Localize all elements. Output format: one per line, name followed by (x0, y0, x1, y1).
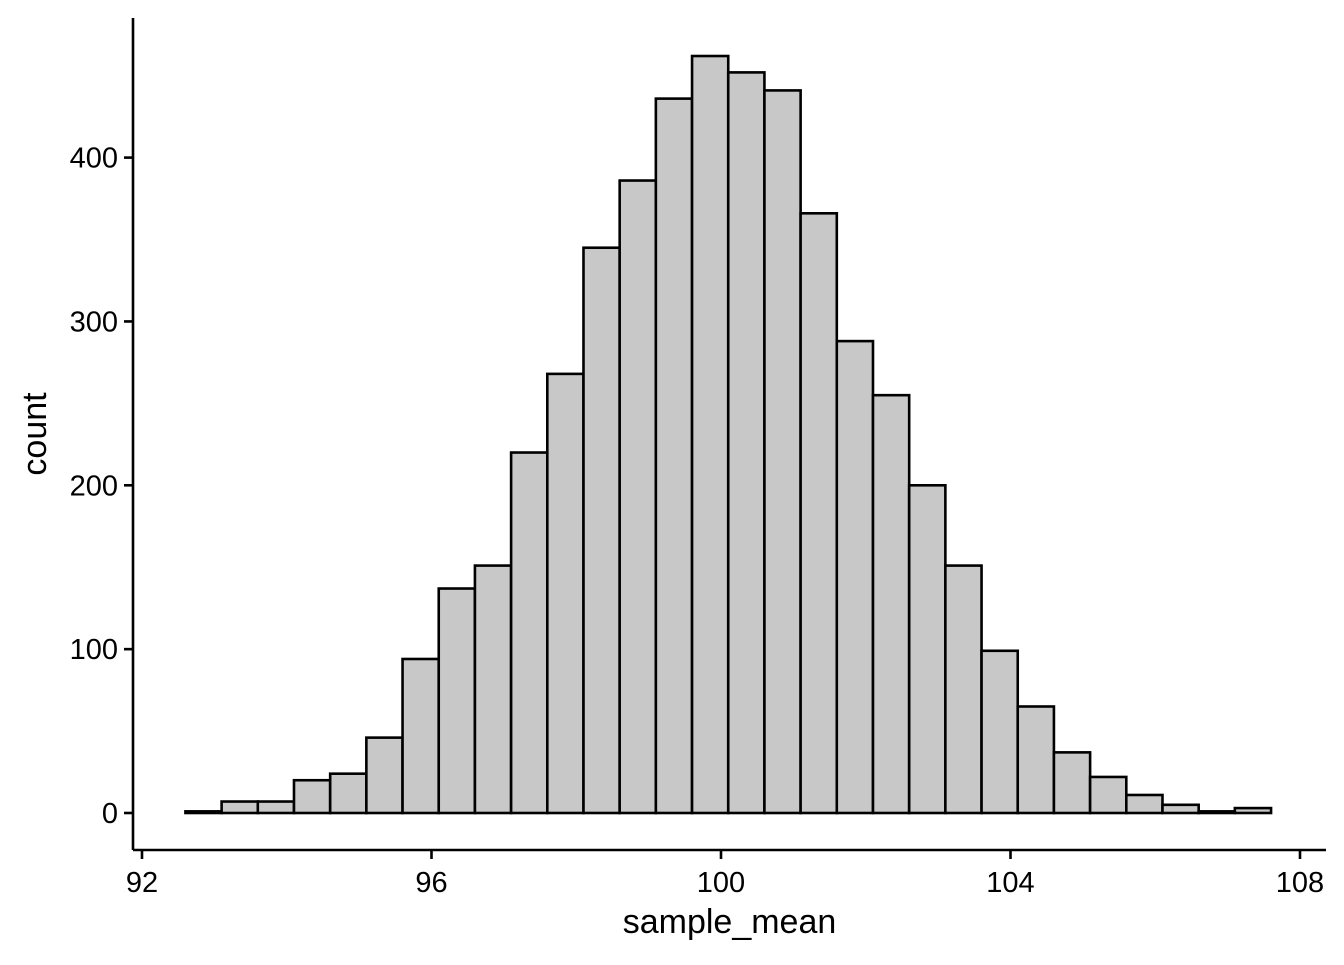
histogram-bar-9 (509, 451, 549, 815)
histogram-bar-27 (1161, 803, 1200, 815)
histogram-bar-11 (582, 246, 621, 815)
x-tick-label-96: 96 (415, 867, 447, 899)
y-tick-label-300: 300 (70, 306, 118, 338)
histogram-bar-23 (1016, 705, 1056, 815)
x-tick-label-104: 104 (986, 867, 1034, 899)
x-tick-label-92: 92 (126, 867, 158, 899)
histogram-bar-6 (401, 657, 441, 815)
histogram-bar-5 (365, 736, 404, 815)
histogram-bar-29 (1233, 806, 1273, 815)
histogram-bar-22 (980, 649, 1020, 815)
histogram-bar-20 (907, 483, 947, 815)
y-tick-label-200: 200 (70, 470, 118, 502)
histogram-bar-12 (618, 179, 658, 815)
histogram-bar-26 (1125, 793, 1164, 815)
bars-layer (184, 54, 1273, 815)
histogram-bar-8 (473, 564, 513, 815)
histogram-bar-16 (763, 89, 802, 815)
x-axis-title: sample_mean (623, 903, 837, 941)
histogram-bar-17 (799, 212, 839, 815)
histogram-bar-14 (690, 54, 730, 815)
histogram-bar-25 (1088, 775, 1128, 815)
histogram-bar-4 (328, 772, 368, 815)
x-tick-label-108: 108 (1276, 867, 1324, 899)
histogram-bar-28 (1197, 810, 1237, 815)
histogram-bar-7 (437, 587, 477, 815)
histogram-bar-15 (726, 71, 766, 815)
histogram-bar-21 (944, 564, 983, 815)
x-ticks: 92 96 100 104 108 (126, 850, 1324, 899)
y-axis-title: count (16, 392, 54, 476)
histogram-bar-19 (871, 393, 911, 815)
y-tick-label-400: 400 (70, 143, 118, 175)
y-ticks: 0 100 200 300 400 (70, 143, 133, 830)
histogram-bar-0 (184, 810, 223, 815)
x-tick-label-100: 100 (697, 867, 745, 899)
histogram-bar-1 (220, 800, 260, 815)
y-tick-label-100: 100 (70, 634, 118, 666)
histogram-bar-10 (545, 372, 585, 815)
histogram-bar-3 (292, 778, 332, 815)
histogram-bar-13 (654, 97, 694, 815)
histogram-bar-24 (1052, 751, 1092, 815)
histogram-bar-18 (835, 339, 875, 815)
histogram-bar-2 (256, 800, 296, 815)
y-tick-label-0: 0 (102, 798, 118, 830)
